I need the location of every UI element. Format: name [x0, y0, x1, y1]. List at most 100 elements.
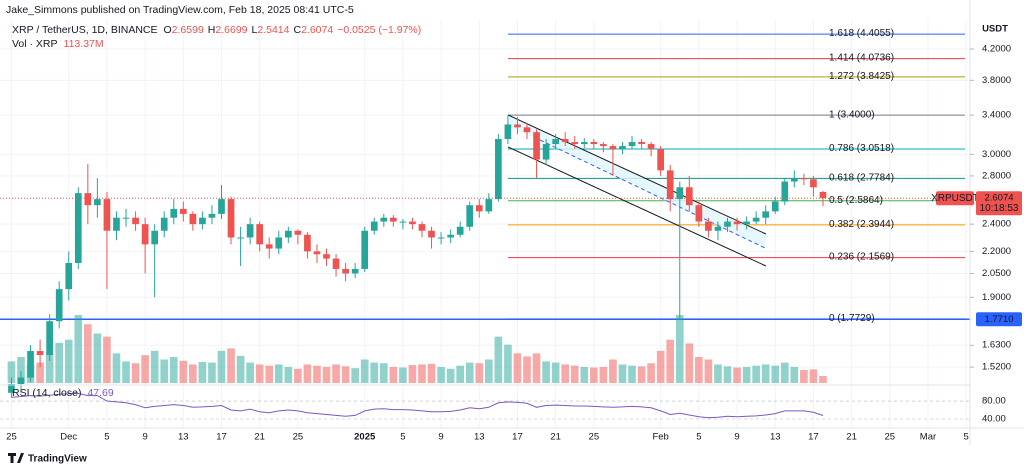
volume-bar: [465, 362, 474, 383]
volume-bar: [379, 363, 388, 383]
x-tick-label: 17: [512, 432, 523, 443]
channel-line: [507, 114, 767, 235]
volume-bar: [742, 366, 751, 383]
volume-bar: [809, 369, 818, 383]
volume-bar: [771, 365, 780, 383]
candle-body: [781, 181, 789, 202]
volume-last: 113.37M: [64, 38, 104, 50]
price-box-label: 1.7710: [984, 314, 1013, 325]
y-tick-label: 3.8000: [982, 75, 1011, 86]
fib-label: 0.382 (2.3944): [829, 219, 894, 230]
x-tick-label: 21: [550, 432, 561, 443]
candle-body: [542, 144, 550, 160]
candle-body: [27, 351, 34, 378]
volume-bar: [265, 365, 274, 383]
volume-bar: [761, 364, 770, 383]
x-tick-label: 5: [964, 432, 969, 443]
ohlc-letter: H: [208, 24, 216, 36]
volume-bar: [227, 348, 235, 383]
brand: TradingView: [28, 454, 87, 465]
x-tick-label: 25: [589, 432, 600, 443]
candle-body: [103, 199, 111, 231]
candle-body: [46, 321, 53, 355]
marks: [0, 115, 970, 419]
volume-bar: [389, 366, 398, 383]
volume-bar: [179, 360, 188, 383]
x-tick-label: 13: [178, 432, 189, 443]
y-tick-label: 2.2000: [982, 246, 1011, 257]
candle-body: [284, 230, 292, 238]
publisher: Jake_Simmons published on TradingView.co…: [6, 4, 354, 16]
candle-body: [36, 351, 44, 355]
volume-bar: [189, 364, 197, 383]
candle-body: [495, 139, 502, 200]
symbol-title: XRP / TetherUS, 1D, BINANCE: [12, 24, 158, 36]
x-tick-label: 25: [885, 432, 896, 443]
candle-body: [475, 205, 483, 212]
volume-bar: [590, 367, 598, 383]
x-tick-label: 25: [6, 432, 17, 443]
candle-body: [533, 132, 540, 160]
volume-bar: [103, 336, 111, 383]
volume-bar: [112, 353, 121, 383]
volume-bar: [790, 366, 799, 383]
candle-body: [332, 258, 340, 269]
volume-bar: [313, 365, 321, 383]
volume-bar: [723, 366, 732, 383]
candle-body: [160, 217, 168, 231]
volume-bar: [217, 350, 226, 383]
candle-body: [265, 244, 273, 249]
volume-bar: [399, 367, 407, 383]
candle-body: [437, 237, 445, 239]
volume-bar: [64, 339, 73, 383]
volume-bar: [599, 366, 608, 383]
candle-body: [94, 199, 101, 206]
volume-bar: [580, 366, 589, 383]
volume-bar: [570, 365, 579, 383]
candle-body: [552, 139, 559, 145]
symbol-tag-label: XRPUSDT: [931, 193, 979, 204]
price-tag-countdown: 10:18:53: [980, 203, 1019, 214]
volume-bar: [294, 368, 302, 383]
candle-body: [199, 217, 206, 225]
candle-body: [65, 262, 73, 290]
candle-body: [609, 146, 617, 150]
candle-body: [724, 221, 731, 227]
volume-bar: [704, 359, 713, 383]
candle-body: [580, 142, 588, 145]
low-value: 2.5414: [257, 24, 289, 36]
volume-bar: [752, 365, 760, 383]
volume-bar: [322, 366, 331, 383]
candle-body: [590, 142, 598, 145]
candle-body: [685, 187, 693, 206]
candle-body: [132, 217, 139, 225]
x-tick-label: 9: [142, 432, 147, 443]
symbol-tag: [936, 191, 974, 206]
candle-body: [733, 221, 741, 225]
ohlc-letter: L: [252, 24, 258, 36]
x-tick-label: 17: [216, 432, 227, 443]
x-tick-label: 9: [438, 432, 443, 443]
x-tick-label: 2025: [354, 432, 376, 443]
candle-body: [647, 144, 655, 150]
y-unit: USDT: [982, 24, 1008, 35]
x-tick-label: 21: [846, 432, 857, 443]
volume-bar: [800, 370, 808, 383]
y-tick-label: 1.5200: [982, 362, 1011, 373]
candle-body: [113, 217, 120, 231]
y-tick-label: 3.0000: [982, 149, 1011, 160]
candle-body: [275, 237, 283, 249]
volume-bar: [456, 365, 464, 383]
volume-bar: [685, 343, 694, 383]
candle-body: [351, 268, 359, 274]
y-tick-label: 2.8000: [982, 170, 1011, 181]
candle-body: [227, 199, 235, 238]
candle-body: [342, 268, 349, 274]
candle-body: [8, 384, 15, 393]
candle-body: [514, 124, 521, 128]
fib-label: 0.236 (2.1569): [829, 252, 894, 263]
y-tick-label: 2.0500: [982, 268, 1011, 279]
volume-bar: [45, 352, 54, 383]
